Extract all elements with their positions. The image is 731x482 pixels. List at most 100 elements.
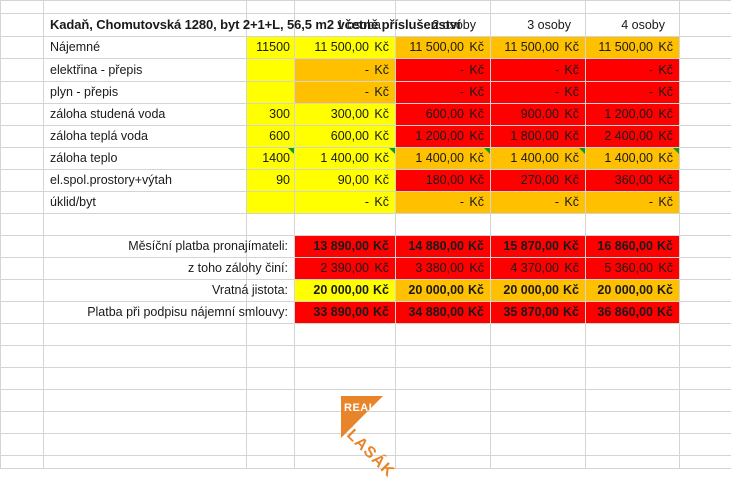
value-cell-persons-4: - Kč — [586, 59, 679, 81]
cell-amount: 360,00 — [614, 173, 653, 188]
cell-currency-symbol: Kč — [563, 305, 579, 320]
cell-amount: 600,00 — [425, 107, 464, 122]
value-cell-persons-2: 180,00 Kč — [396, 170, 490, 191]
grid-line-horizontal — [0, 125, 731, 126]
grid-line-horizontal — [0, 36, 731, 37]
cell-currency-symbol: Kč — [468, 283, 484, 298]
cell-amount: 34 880,00 — [408, 305, 464, 320]
base-value-cell: 90 — [247, 170, 294, 191]
row-label: el.spol.prostory+výtah — [50, 173, 172, 188]
summary-value-cell-persons-4: 36 860,00 Kč — [586, 302, 679, 323]
value-cell-persons-3: 11 500,00 Kč — [491, 37, 585, 58]
cell-amount: 1 400,00 — [415, 151, 464, 166]
cell-amount: 2 390,00 — [320, 261, 369, 276]
cell-currency-symbol: Kč — [564, 40, 579, 55]
column-header-persons-2: 2 osoby — [432, 17, 476, 32]
grid-line-vertical — [679, 0, 680, 468]
cell-currency-symbol: Kč — [564, 62, 579, 77]
cell-amount: - — [364, 62, 369, 77]
grid-line-vertical — [0, 0, 1, 468]
cell-amount: 20 000,00 — [313, 283, 369, 298]
cell-amount: - — [459, 85, 464, 100]
value-cell-persons-4: - Kč — [586, 82, 679, 103]
cell-currency-symbol: Kč — [469, 40, 484, 55]
watermark-triangle — [341, 396, 383, 438]
cell-currency-symbol: Kč — [374, 195, 389, 210]
value-cell-persons-1: - Kč — [295, 82, 395, 103]
value-cell-persons-4: 2 400,00 Kč — [586, 126, 679, 147]
column-header-persons-1: 1 osoba — [336, 17, 381, 32]
cell-currency-symbol: Kč — [374, 107, 389, 122]
cell-currency-symbol: Kč — [563, 283, 579, 298]
cell-currency-symbol: Kč — [564, 173, 579, 188]
cell-amount: 14 880,00 — [408, 239, 464, 254]
cell-amount: 35 870,00 — [503, 305, 559, 320]
grid-line-horizontal — [0, 147, 731, 148]
grid-line-vertical — [490, 0, 491, 468]
page-title: Kadaň, Chomutovská 1280, byt 2+1+L, 56,5… — [50, 17, 461, 32]
row-label: elektřina - přepis — [50, 62, 143, 77]
cell-currency-symbol: Kč — [564, 151, 579, 166]
cell-currency-symbol: Kč — [469, 129, 484, 144]
summary-value-cell-persons-1: 2 390,00 Kč — [295, 258, 395, 279]
cell-currency-symbol: Kč — [468, 305, 484, 320]
cell-amount: - — [364, 85, 369, 100]
value-cell-persons-1: 600,00 Kč — [295, 126, 395, 147]
watermark-vlasak-text: VLASÁK — [334, 418, 398, 481]
value-cell-persons-2: - Kč — [396, 82, 490, 103]
grid-line-horizontal — [0, 103, 731, 104]
comment-marker-icon — [288, 148, 294, 154]
grid-line-horizontal — [0, 257, 731, 258]
cell-currency-symbol: Kč — [468, 239, 484, 254]
summary-value-cell-persons-1: 20 000,00 Kč — [295, 280, 395, 301]
value-cell-persons-4: 11 500,00 Kč — [586, 37, 679, 58]
cell-currency-symbol: Kč — [469, 107, 484, 122]
value-cell-persons-4: 360,00 Kč — [586, 170, 679, 191]
cell-currency-symbol: Kč — [374, 40, 389, 55]
cell-currency-symbol: Kč — [564, 107, 579, 122]
cell-currency-symbol: Kč — [564, 85, 579, 100]
cell-amount: 20 000,00 — [408, 283, 464, 298]
reality-vlasak-watermark-logo: REALITY VLASÁK — [335, 396, 413, 481]
grid-line-horizontal — [0, 367, 731, 368]
cell-amount: 15 870,00 — [503, 239, 559, 254]
cell-amount: - — [459, 62, 464, 77]
grid-line-horizontal — [0, 235, 731, 236]
cell-currency-symbol: Kč — [564, 129, 579, 144]
cell-currency-symbol: Kč — [374, 85, 389, 100]
summary-row-label: z toho zálohy činí: — [187, 261, 288, 276]
grid-line-vertical — [294, 0, 295, 468]
summary-value-cell-persons-1: 33 890,00 Kč — [295, 302, 395, 323]
cell-currency-symbol: Kč — [469, 85, 484, 100]
cell-currency-symbol: Kč — [658, 173, 673, 188]
grid-line-horizontal — [0, 301, 731, 302]
cell-currency-symbol: Kč — [374, 151, 389, 166]
cell-currency-symbol: Kč — [469, 151, 484, 166]
summary-value-cell-persons-4: 20 000,00 Kč — [586, 280, 679, 301]
cell-currency-symbol: Kč — [469, 62, 484, 77]
grid-line-horizontal — [0, 345, 731, 346]
summary-value-cell-persons-2: 3 380,00 Kč — [396, 258, 490, 279]
cell-currency-symbol: Kč — [658, 195, 673, 210]
value-cell-persons-3: 270,00 Kč — [491, 170, 585, 191]
cell-currency-symbol: Kč — [563, 239, 579, 254]
grid-line-horizontal — [0, 81, 731, 82]
value-cell-persons-3: 1 800,00 Kč — [491, 126, 585, 147]
cell-amount: 36 860,00 — [597, 305, 653, 320]
cell-amount: 20 000,00 — [503, 283, 559, 298]
grid-line-vertical — [585, 0, 586, 468]
base-value-cell — [247, 192, 294, 213]
value-cell-persons-4: 1 200,00 Kč — [586, 104, 679, 125]
value-cell-persons-2: - Kč — [396, 59, 490, 81]
cell-currency-symbol: Kč — [469, 261, 484, 276]
grid-line-vertical — [43, 0, 44, 468]
value-cell-persons-4: 1 400,00 Kč — [586, 148, 679, 169]
summary-row-label: Vratná jistota: — [212, 283, 288, 298]
summary-value-cell-persons-2: 20 000,00 Kč — [396, 280, 490, 301]
summary-value-cell-persons-3: 20 000,00 Kč — [491, 280, 585, 301]
base-value-cell: 1400 — [247, 148, 294, 169]
summary-row-label: Měsíční platba pronajímateli: — [128, 239, 288, 254]
cell-amount: 600,00 — [330, 129, 369, 144]
value-cell-persons-2: 1 200,00 Kč — [396, 126, 490, 147]
